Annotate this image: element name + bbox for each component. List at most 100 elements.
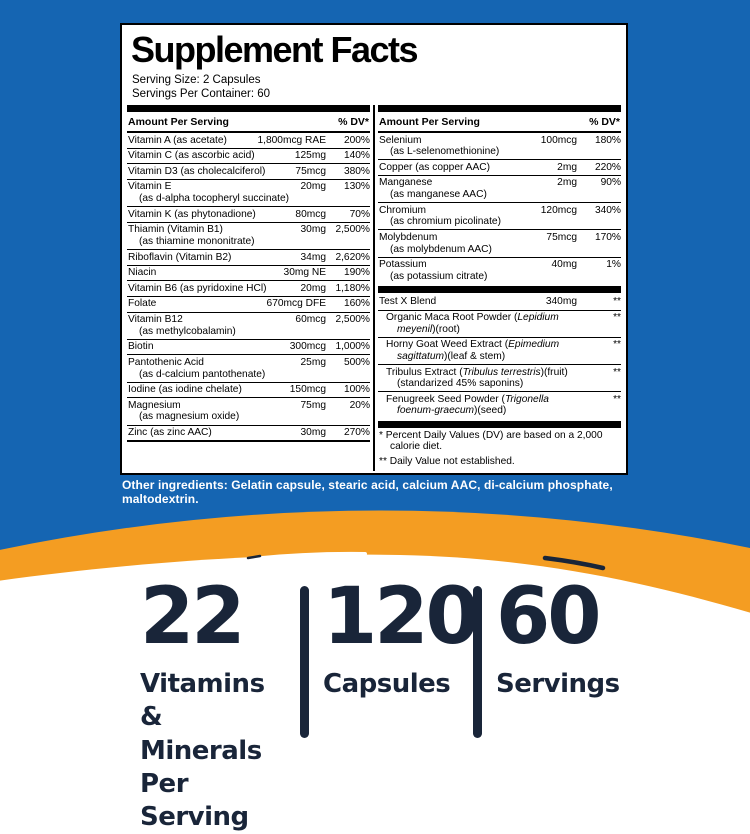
blend-item-rows: Organic Maca Root Powder (Lepidium meyen… xyxy=(378,309,621,419)
row-form-note: (as thiamine mononitrate) xyxy=(139,235,255,247)
row-daily-value: 140% xyxy=(343,150,370,162)
row-amount: 150mcg xyxy=(289,384,326,396)
blend-item-name: Organic Maca Root Powder (Lepidium meyen… xyxy=(386,312,559,335)
row-amount: 75mcg xyxy=(295,165,326,177)
row-daily-value: ** xyxy=(613,339,621,351)
row-daily-value: 90% xyxy=(600,177,621,189)
header-dv-label: % DV* xyxy=(338,116,369,129)
blend-item-row: Tribulus Extract (Tribulus terrestris)(f… xyxy=(378,364,621,391)
row-form-note: (as chromium picolinate) xyxy=(390,216,501,228)
column-header-right: Amount Per Serving % DV* xyxy=(378,114,621,134)
table-row: Molybdenum 75mcg 170% (as molybdenum AAC) xyxy=(378,229,621,256)
row-form-note: (as d-calcium pantothenate) xyxy=(139,368,266,380)
row-daily-value: 500% xyxy=(343,356,370,368)
table-row: Zinc (as zinc AAC) 30mg 270% xyxy=(127,424,370,443)
row-name: Vitamin C (as ascorbic acid) xyxy=(128,150,255,162)
row-daily-value: 1,000% xyxy=(335,341,370,353)
row-amount: 300mcg xyxy=(289,341,326,353)
row-form-note: (as methylcobalamin) xyxy=(139,325,236,337)
row-daily-value: 170% xyxy=(594,231,621,243)
row-name: Vitamin B6 (as pyridoxine HCl) xyxy=(128,282,267,294)
blend-item-name: Fenugreek Seed Powder (Trigonella foenum… xyxy=(386,393,549,417)
row-amount: 75mcg xyxy=(546,231,577,243)
row-name: Vitamin B12 xyxy=(128,314,183,326)
table-row: Vitamin C (as ascorbic acid) 125mg 140% xyxy=(127,147,370,164)
separator-bar xyxy=(378,105,621,113)
table-row: Potassium 40mg 1% (as potassium citrate) xyxy=(378,256,621,284)
row-name: Selenium xyxy=(379,134,422,146)
row-name: Iodine (as iodine chelate) xyxy=(128,384,242,396)
row-daily-value: 100% xyxy=(343,384,370,396)
stat-block: 60 Servings xyxy=(496,578,620,834)
row-form-note: (as molybdenum AAC) xyxy=(390,243,492,255)
row-amount: 2mg xyxy=(557,161,577,173)
row-amount: 60mcg xyxy=(295,314,326,326)
separator-bar xyxy=(127,105,370,113)
table-row: Vitamin D3 (as cholecalciferol) 75mcg 380% xyxy=(127,163,370,179)
row-amount: 40mg xyxy=(551,259,577,271)
row-name: Niacin xyxy=(128,267,157,279)
row-daily-value: 2,500% xyxy=(335,224,370,236)
row-name: Molybdenum xyxy=(379,231,438,243)
row-daily-value: 200% xyxy=(343,134,370,146)
blend-amount: 340mg xyxy=(545,296,577,308)
facts-columns: Amount Per Serving % DV* Vitamin A (as a… xyxy=(127,105,621,471)
table-row: Selenium 100mcg 180% (as L-selenomethionine… xyxy=(378,133,621,159)
row-amount: 670mcg DFE xyxy=(266,298,326,310)
row-daily-value: 2,620% xyxy=(335,251,370,263)
footnote-dv: * Percent Daily Values (DV) are based on… xyxy=(379,429,603,453)
stat-label: Capsules xyxy=(323,669,451,699)
blend-item-name: Tribulus Extract (Tribulus terrestris)(f… xyxy=(386,366,568,390)
row-daily-value: 270% xyxy=(343,427,370,439)
separator-bar xyxy=(378,420,621,428)
row-amount: 100mcg xyxy=(540,134,577,146)
table-row: Vitamin K (as phytonadione) 80mcg 70% xyxy=(127,206,370,222)
row-name: Manganese xyxy=(379,177,433,189)
blend-item-row: Horny Goat Weed Extract (Epimedium sagit… xyxy=(378,336,621,364)
header-amount-label: Amount Per Serving xyxy=(379,116,480,129)
table-row: Biotin 300mcg 1,000% xyxy=(127,338,370,355)
row-form-note: (as magnesium oxide) xyxy=(139,411,240,423)
row-amount: 20mg xyxy=(300,282,326,294)
row-daily-value: 180% xyxy=(594,134,621,146)
table-row: Niacin 30mg NE 190% xyxy=(127,264,370,281)
row-amount: 80mcg xyxy=(295,208,326,220)
row-amount: 75mg xyxy=(300,399,326,411)
row-daily-value: 190% xyxy=(343,267,370,279)
nutrient-rows-left: Vitamin A (as acetate) 1,800mcg RAE 200% Vi… xyxy=(127,133,370,443)
row-name: Magnesium xyxy=(128,399,181,411)
row-daily-value: 2,500% xyxy=(335,314,370,326)
row-name: Vitamin E xyxy=(128,181,172,193)
row-name: Chromium xyxy=(379,204,426,216)
row-name: Potassium xyxy=(379,259,427,271)
stat-divider xyxy=(300,586,309,738)
servings-per-container: Servings Per Container: 60 xyxy=(132,88,271,101)
row-daily-value: 380% xyxy=(343,165,370,177)
serving-size: Serving Size: 2 Capsules xyxy=(132,74,261,86)
facts-column-left: Amount Per Serving % DV* Vitamin A (as a… xyxy=(127,105,370,471)
separator-bar xyxy=(378,285,621,293)
table-row: Thiamin (Vitamin B1) 30mg 2,500% (as thiami… xyxy=(127,221,370,249)
row-amount: 30mg NE xyxy=(283,267,326,279)
table-row: Copper (as copper AAC) 2mg 220% xyxy=(378,159,621,175)
row-name: Biotin xyxy=(128,341,154,353)
stat-value: 120 xyxy=(323,572,480,662)
table-row: Chromium 120mcg 340% (as chromium picolinat… xyxy=(378,202,621,229)
table-row: Vitamin B6 (as pyridoxine HCl) 20mg 1,180% xyxy=(127,280,370,296)
panel-title: Supplement Facts xyxy=(131,29,419,70)
nutrient-rows-right: Selenium 100mcg 180% (as L-selenomethionine… xyxy=(378,133,621,284)
table-row: Vitamin A (as acetate) 1,800mcg RAE 200% xyxy=(127,133,370,148)
row-amount: 20mg xyxy=(300,181,326,193)
row-amount: 120mcg xyxy=(540,204,577,216)
table-row: Manganese 2mg 90% (as manganese AAC) xyxy=(378,174,621,202)
blend-name: Test X Blend xyxy=(379,296,437,308)
row-daily-value: ** xyxy=(613,366,621,378)
other-ingredients: Other ingredients: Gelatin capsule, stea… xyxy=(122,478,613,506)
row-amount: 2mg xyxy=(557,177,577,189)
header-dv-label: % DV* xyxy=(589,116,620,129)
row-daily-value: 70% xyxy=(349,208,370,220)
row-daily-value: ** xyxy=(613,312,621,324)
stat-divider xyxy=(473,586,482,738)
supplement-facts-panel: Supplement Facts Serving Size: 2 Capsule… xyxy=(120,23,628,475)
stat-value: 22 xyxy=(140,572,246,662)
